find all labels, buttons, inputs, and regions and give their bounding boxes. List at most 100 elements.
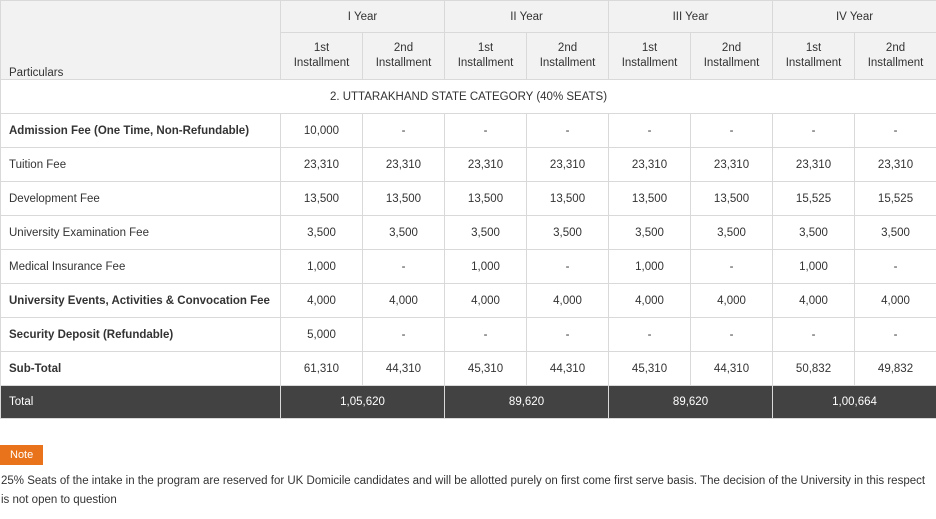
- fee-value: 15,525: [772, 181, 856, 216]
- fee-value: 23,310: [444, 147, 528, 182]
- fee-value: -: [361, 249, 446, 284]
- fee-value: 23,310: [772, 147, 856, 182]
- fee-value: 13,500: [280, 181, 363, 216]
- fee-value: -: [690, 249, 774, 284]
- year-header-row: Particulars I Year II Year III Year IV Y…: [0, 0, 936, 80]
- fee-value: 3,500: [280, 215, 363, 250]
- fee-value: 45,310: [608, 351, 692, 386]
- fee-value: 4,000: [690, 283, 774, 318]
- fee-label: University Examination Fee: [0, 215, 281, 250]
- note-badge: Note: [0, 445, 44, 465]
- fee-value: 10,000: [280, 113, 363, 148]
- installment-header: 1st Installment: [280, 32, 363, 80]
- fee-value: 13,500: [690, 181, 774, 216]
- fee-value: 4,000: [854, 283, 936, 318]
- fee-row: Sub-Total 61,310 44,310 45,310 44,310 45,310 4…: [0, 351, 936, 386]
- fee-label: Development Fee: [0, 181, 281, 216]
- total-label: Total: [0, 385, 281, 419]
- total-cell: 89,620: [444, 385, 610, 419]
- fee-label: Security Deposit (Refundable): [0, 317, 281, 352]
- fee-value: 61,310: [280, 351, 363, 386]
- fee-value: 1,000: [772, 249, 856, 284]
- fee-value: 4,000: [361, 283, 446, 318]
- year-header: I Year: [279, 0, 446, 33]
- fee-value: -: [854, 249, 936, 284]
- year-header: IV Year: [772, 0, 936, 33]
- fee-value: 4,000: [526, 283, 610, 318]
- total-cell: 1,00,664: [772, 385, 936, 419]
- fee-row: Security Deposit (Refundable) 5,000- - - - - -…: [0, 317, 936, 352]
- fee-label: Sub-Total: [0, 351, 281, 386]
- installment-header: 2nd Installment: [690, 32, 774, 80]
- fee-value: 4,000: [444, 283, 528, 318]
- year-header: III Year: [608, 0, 774, 33]
- fee-value: -: [361, 113, 446, 148]
- fee-value: -: [854, 113, 936, 148]
- particulars-header: Particulars: [0, 0, 281, 80]
- fee-value: -: [444, 317, 528, 352]
- fee-value: -: [690, 113, 774, 148]
- fee-row: Tuition Fee 23,310 23,310 23,310 23,310 23,31…: [0, 147, 936, 182]
- fee-value: 1,000: [608, 249, 692, 284]
- installment-header: 2nd Installment: [854, 32, 936, 80]
- installment-header: 1st Installment: [444, 32, 528, 80]
- fee-value: 44,310: [690, 351, 774, 386]
- fee-value: 23,310: [854, 147, 936, 182]
- fee-value: -: [526, 113, 610, 148]
- fee-row: University Events, Activities & Convocat…: [0, 283, 936, 318]
- installment-header: 2nd Installment: [361, 32, 446, 80]
- fee-value: 50,832: [772, 351, 856, 386]
- fee-value: 1,000: [444, 249, 528, 284]
- fee-label: Tuition Fee: [0, 147, 281, 182]
- fee-value: 44,310: [526, 351, 610, 386]
- total-row: Total 1,05,620 89,620 89,620 1,00,664: [0, 385, 936, 419]
- fee-value: -: [772, 317, 856, 352]
- fee-value: 3,500: [444, 215, 528, 250]
- fee-value: 1,000: [280, 249, 363, 284]
- fee-value: -: [854, 317, 936, 352]
- fee-value: 3,500: [608, 215, 692, 250]
- fee-row: Medical Insurance Fee 1,000-1,000-1,000-1…: [0, 249, 936, 284]
- fee-value: 3,500: [854, 215, 936, 250]
- fee-value: 4,000: [772, 283, 856, 318]
- fee-row: Admission Fee (One Time, Non-Refundable)…: [0, 113, 936, 148]
- fee-value: 13,500: [526, 181, 610, 216]
- fee-value: 3,500: [526, 215, 610, 250]
- fee-value: 23,310: [608, 147, 692, 182]
- note-section: Note 25% Seats of the intake in the prog…: [0, 419, 936, 510]
- fee-value: -: [690, 317, 774, 352]
- fee-value: 4,000: [280, 283, 363, 318]
- installment-header: 1st Installment: [772, 32, 856, 80]
- installment-header: 2nd Installment: [526, 32, 610, 80]
- fee-row: University Examination Fee 3,500 3,500 3,50…: [0, 215, 936, 250]
- fee-value: -: [526, 317, 610, 352]
- fee-value: -: [608, 113, 692, 148]
- fee-label: Admission Fee (One Time, Non-Refundable): [0, 113, 281, 148]
- fee-value: 13,500: [361, 181, 446, 216]
- fee-value: 49,832: [854, 351, 936, 386]
- note-text: 25% Seats of the intake in the program a…: [1, 475, 926, 506]
- fee-value: 3,500: [690, 215, 774, 250]
- fee-value: 23,310: [526, 147, 610, 182]
- fee-label: University Events, Activities & Convocat…: [0, 283, 281, 318]
- year-header: II Year: [444, 0, 610, 33]
- fee-value: 15,525: [854, 181, 936, 216]
- installment-header-row: 1st Installment 2nd Installment 1st Install…: [1, 32, 936, 80]
- fee-value: -: [772, 113, 856, 148]
- fee-row: Development Fee 13,500 13,500 13,500 13,500 1…: [0, 181, 936, 216]
- fee-value: 44,310: [361, 351, 446, 386]
- fee-value: 13,500: [608, 181, 692, 216]
- category-row: 2. UTTARAKHAND STATE CATEGORY (40% SEATS…: [0, 79, 936, 114]
- fee-value: 3,500: [772, 215, 856, 250]
- fee-value: 23,310: [690, 147, 774, 182]
- fee-value: 45,310: [444, 351, 528, 386]
- total-cell: 1,05,620: [279, 385, 446, 419]
- fee-label: Medical Insurance Fee: [0, 249, 281, 284]
- fee-value: -: [608, 317, 692, 352]
- fee-table: Particulars I Year II Year III Year IV Y…: [0, 0, 936, 419]
- fee-value: 3,500: [361, 215, 446, 250]
- fee-value: 4,000: [608, 283, 692, 318]
- total-cell: 89,620: [608, 385, 774, 419]
- fee-value: -: [526, 249, 610, 284]
- fee-value: 23,310: [280, 147, 363, 182]
